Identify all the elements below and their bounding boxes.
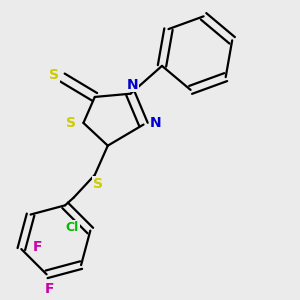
Text: N: N — [150, 116, 162, 130]
Text: F: F — [45, 282, 55, 296]
Text: F: F — [33, 241, 42, 254]
Text: S: S — [66, 116, 76, 130]
Text: S: S — [93, 177, 103, 191]
Text: Cl: Cl — [66, 221, 79, 234]
Text: N: N — [126, 78, 138, 92]
Text: S: S — [49, 68, 59, 82]
